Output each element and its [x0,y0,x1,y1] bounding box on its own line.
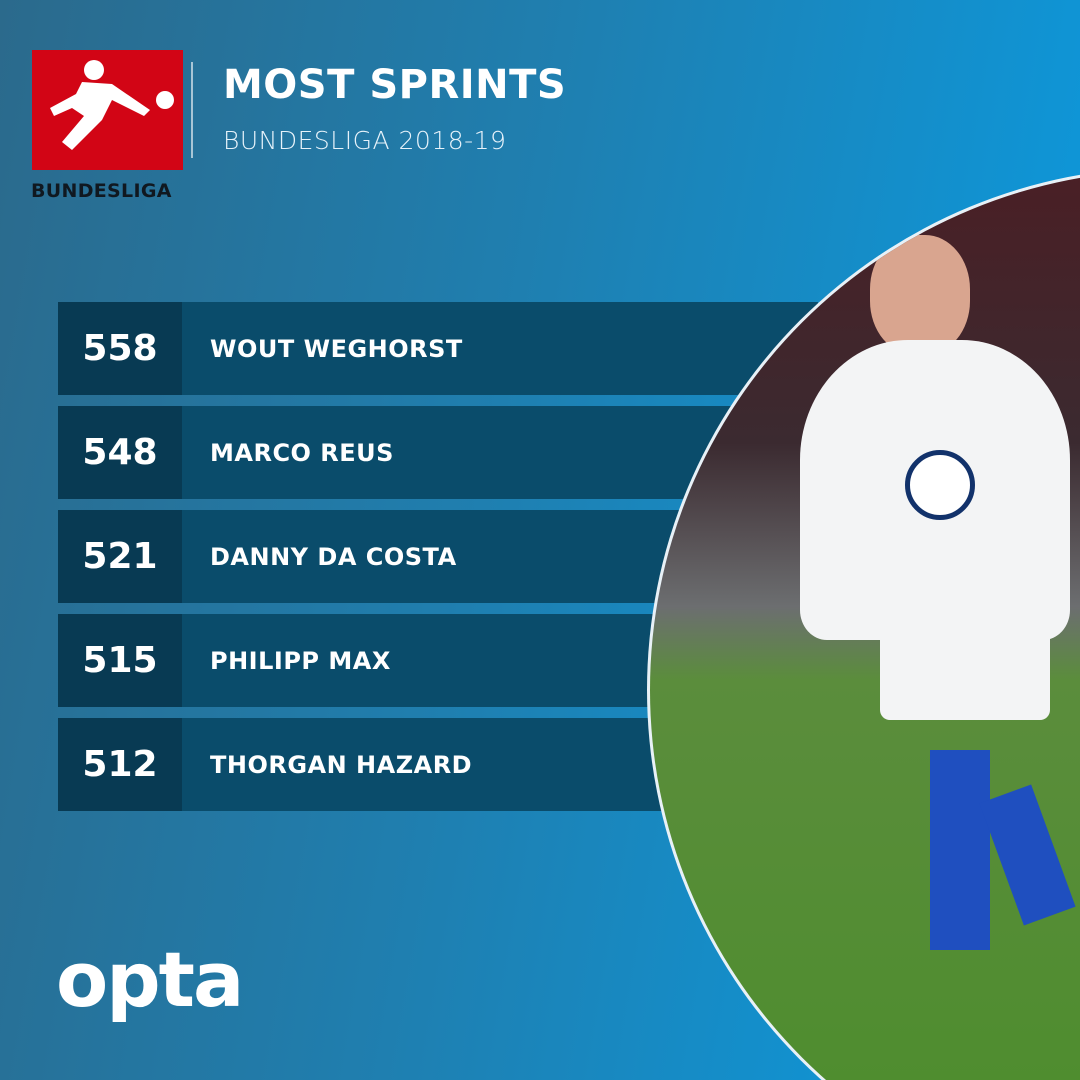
divider [191,62,193,158]
sprint-count: 515 [58,614,182,707]
sprint-count: 521 [58,510,182,603]
bundesliga-logo [32,50,183,170]
player-name: THORGAN HAZARD [210,750,473,779]
vw-badge-icon [905,450,975,520]
player-name: PHILIPP MAX [210,646,391,675]
player-name: DANNY DA COSTA [210,542,457,571]
logo-text: BUNDESLIGA [31,180,172,202]
player-name: MARCO REUS [210,438,394,467]
player-leg [979,784,1076,926]
page-subtitle: BUNDESLIGA 2018-19 [223,126,507,155]
sprint-count: 512 [58,718,182,811]
player-shorts [880,600,1050,720]
opta-logo: opta [56,935,244,1024]
sprint-count: 558 [58,302,182,395]
player-name: WOUT WEGHORST [210,334,463,363]
ranking-row: 558 WOUT WEGHORST [58,302,818,395]
player-leg [930,750,990,950]
page-title: MOST SPRINTS [223,62,567,108]
player-head [870,235,970,355]
sprint-count: 548 [58,406,182,499]
player-silhouette-icon [50,60,174,150]
